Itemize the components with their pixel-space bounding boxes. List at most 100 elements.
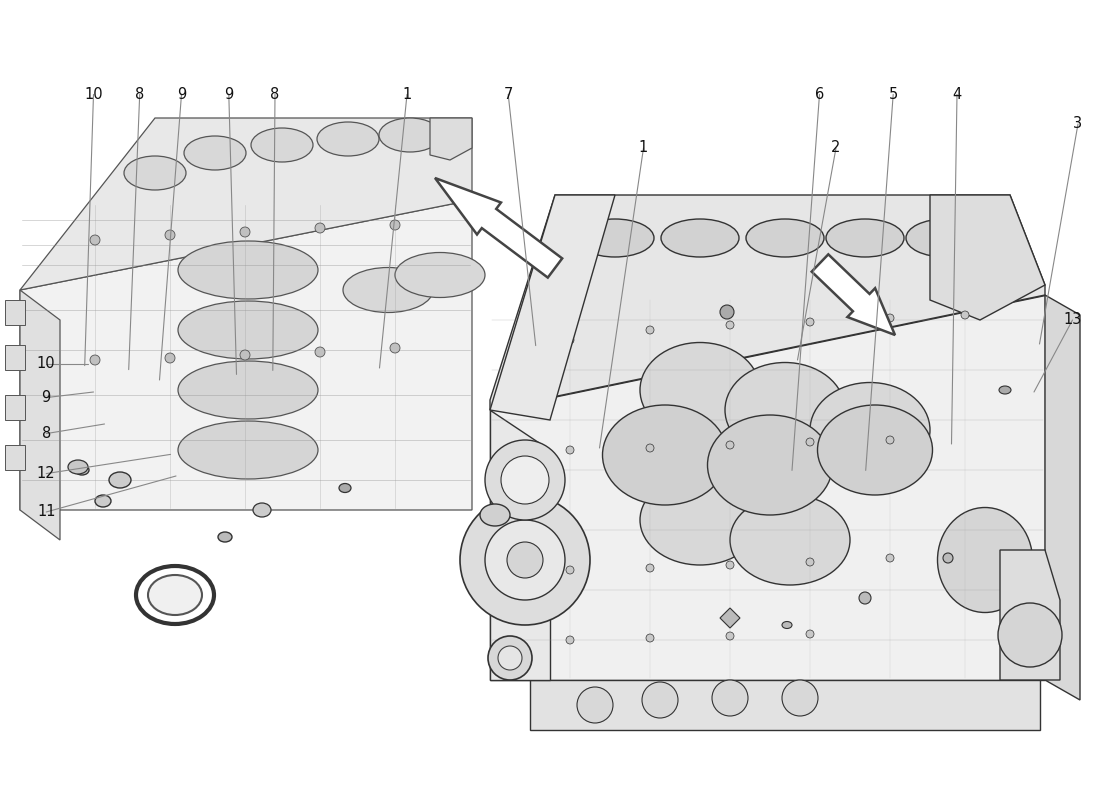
- Polygon shape: [6, 300, 25, 325]
- Text: 9: 9: [42, 390, 51, 405]
- Text: 13: 13: [1064, 313, 1081, 327]
- Ellipse shape: [75, 465, 89, 475]
- Ellipse shape: [218, 532, 232, 542]
- Circle shape: [240, 227, 250, 237]
- Circle shape: [806, 318, 814, 326]
- Circle shape: [642, 682, 678, 718]
- Circle shape: [90, 355, 100, 365]
- Circle shape: [315, 223, 324, 233]
- Circle shape: [390, 343, 400, 353]
- Ellipse shape: [661, 219, 739, 257]
- Ellipse shape: [379, 118, 441, 152]
- Polygon shape: [6, 345, 25, 370]
- Circle shape: [500, 456, 549, 504]
- Circle shape: [806, 438, 814, 446]
- Polygon shape: [530, 680, 1040, 730]
- Ellipse shape: [817, 405, 933, 495]
- Circle shape: [460, 495, 590, 625]
- Circle shape: [961, 311, 969, 319]
- Ellipse shape: [178, 361, 318, 419]
- Circle shape: [165, 230, 175, 240]
- Circle shape: [498, 646, 522, 670]
- Circle shape: [507, 542, 543, 578]
- Text: 8: 8: [42, 426, 51, 441]
- Ellipse shape: [603, 405, 727, 505]
- Text: 11: 11: [37, 505, 55, 519]
- Text: 10: 10: [37, 357, 55, 371]
- Polygon shape: [490, 410, 550, 680]
- Polygon shape: [720, 608, 740, 628]
- Ellipse shape: [576, 219, 654, 257]
- Text: 4: 4: [953, 87, 961, 102]
- Polygon shape: [490, 295, 1045, 680]
- Circle shape: [782, 680, 818, 716]
- Ellipse shape: [640, 475, 760, 565]
- Polygon shape: [490, 195, 615, 420]
- Text: 1: 1: [403, 87, 411, 102]
- Circle shape: [712, 680, 748, 716]
- Polygon shape: [490, 195, 1045, 410]
- Circle shape: [315, 347, 324, 357]
- Polygon shape: [20, 118, 472, 290]
- Circle shape: [390, 220, 400, 230]
- Circle shape: [485, 440, 565, 520]
- Ellipse shape: [906, 219, 984, 257]
- Text: 7: 7: [504, 87, 513, 102]
- Ellipse shape: [730, 495, 850, 585]
- Circle shape: [943, 553, 953, 563]
- Ellipse shape: [480, 504, 510, 526]
- Circle shape: [485, 520, 565, 600]
- Text: 10: 10: [85, 87, 102, 102]
- Ellipse shape: [725, 362, 845, 458]
- Circle shape: [726, 561, 734, 569]
- Ellipse shape: [148, 575, 202, 615]
- Text: 9: 9: [224, 87, 233, 102]
- Ellipse shape: [95, 495, 111, 507]
- Text: 6: 6: [815, 87, 824, 102]
- Circle shape: [566, 446, 574, 454]
- Polygon shape: [434, 178, 562, 278]
- Polygon shape: [930, 195, 1045, 320]
- Ellipse shape: [782, 622, 792, 629]
- Circle shape: [998, 603, 1062, 667]
- Circle shape: [488, 636, 532, 680]
- Ellipse shape: [68, 460, 88, 474]
- Ellipse shape: [640, 342, 760, 438]
- Text: 8: 8: [135, 87, 144, 102]
- Circle shape: [806, 558, 814, 566]
- Polygon shape: [20, 290, 60, 540]
- Polygon shape: [20, 200, 472, 510]
- Circle shape: [859, 592, 871, 604]
- Ellipse shape: [178, 241, 318, 299]
- Text: 3: 3: [1074, 117, 1082, 131]
- Circle shape: [806, 630, 814, 638]
- Circle shape: [578, 687, 613, 723]
- Circle shape: [646, 564, 654, 572]
- Polygon shape: [1045, 295, 1080, 700]
- Circle shape: [720, 305, 734, 319]
- Polygon shape: [6, 445, 25, 470]
- Polygon shape: [6, 395, 25, 420]
- Text: 12: 12: [37, 466, 55, 481]
- Circle shape: [886, 436, 894, 444]
- Text: 8: 8: [271, 87, 279, 102]
- Ellipse shape: [810, 382, 930, 478]
- Circle shape: [726, 441, 734, 449]
- Ellipse shape: [251, 128, 314, 162]
- Ellipse shape: [746, 219, 824, 257]
- Circle shape: [886, 314, 894, 322]
- Circle shape: [726, 321, 734, 329]
- Circle shape: [90, 235, 100, 245]
- Ellipse shape: [178, 301, 318, 359]
- Ellipse shape: [109, 472, 131, 488]
- Circle shape: [646, 634, 654, 642]
- Circle shape: [646, 326, 654, 334]
- Circle shape: [165, 353, 175, 363]
- Polygon shape: [812, 254, 895, 335]
- Circle shape: [566, 636, 574, 644]
- Text: 9: 9: [177, 87, 186, 102]
- Text: 1: 1: [639, 141, 648, 155]
- Circle shape: [726, 632, 734, 640]
- Text: 5: 5: [889, 87, 898, 102]
- Ellipse shape: [999, 386, 1011, 394]
